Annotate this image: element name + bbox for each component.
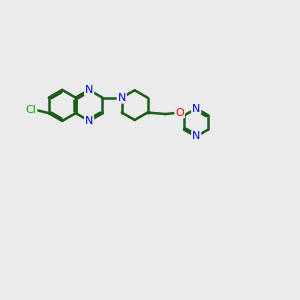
Text: N: N <box>192 131 200 142</box>
Text: N: N <box>85 116 93 126</box>
Text: N: N <box>192 103 200 113</box>
Text: N: N <box>118 93 126 103</box>
Text: N: N <box>85 85 93 95</box>
Text: O: O <box>175 108 184 118</box>
Text: Cl: Cl <box>26 105 37 115</box>
